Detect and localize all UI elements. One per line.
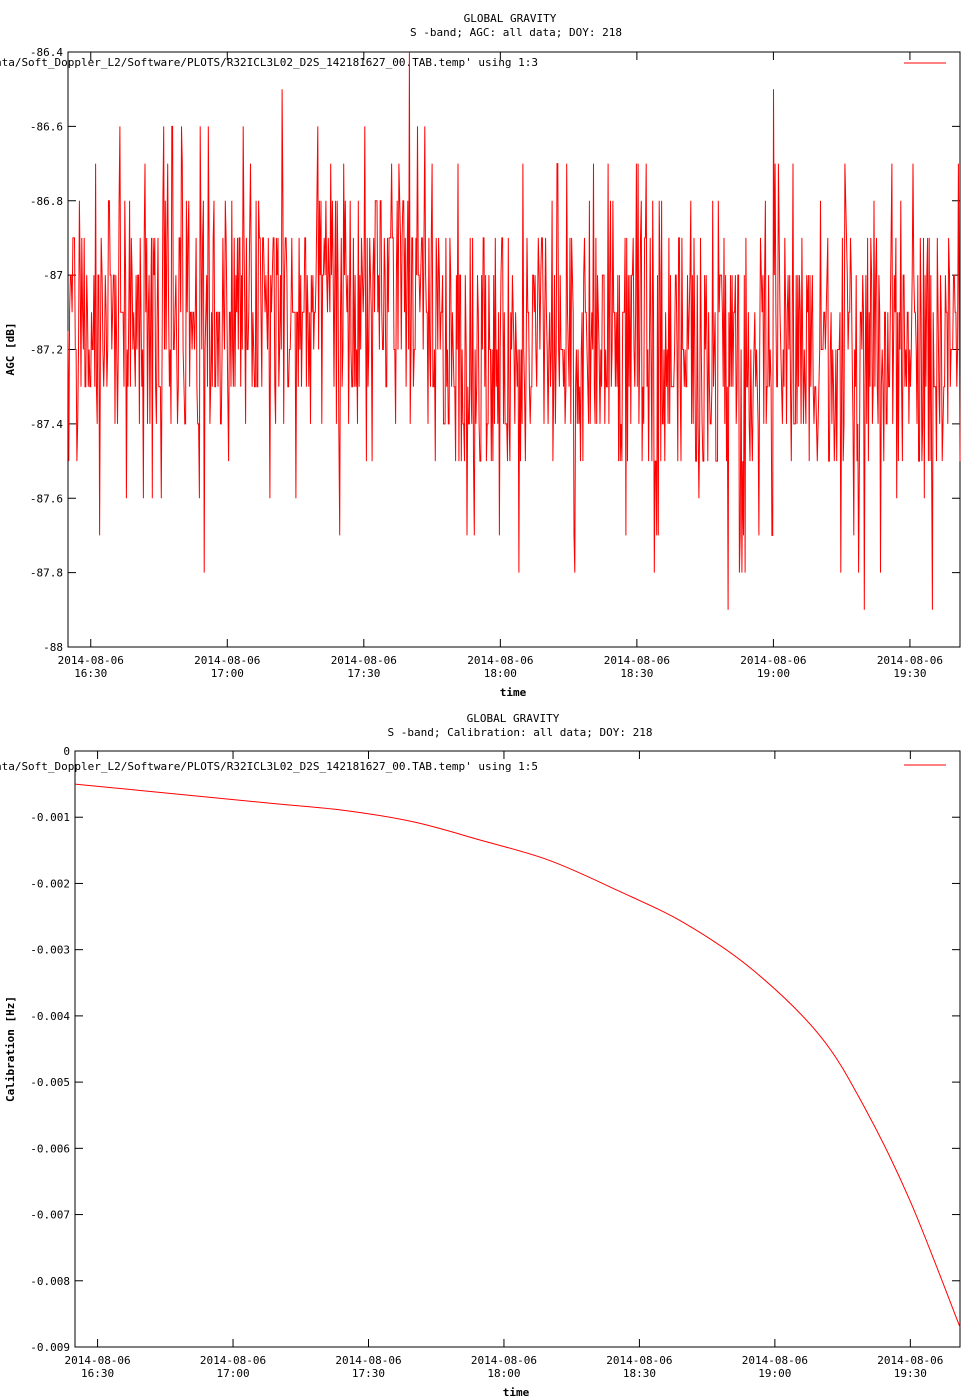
y-tick-label: -86.4	[30, 46, 63, 59]
y-tick-label: 0	[63, 745, 70, 758]
y-tick-label: -0.004	[30, 1010, 70, 1023]
chart-subtitle: S -band; AGC: all data; DOY: 218	[410, 26, 622, 39]
y-tick-label: -87.8	[30, 567, 63, 580]
legend-label: 'Z:/ddswork/process_data/Soft_Doppler_L2…	[0, 760, 538, 773]
legend-label: 'Z:/ddswork/process_data/Soft_Doppler_L2…	[0, 56, 538, 69]
x-tick-label-time: 17:00	[216, 1367, 249, 1380]
agc-line	[67, 51, 961, 610]
calibration-line	[74, 783, 961, 1328]
y-tick-label: -86.6	[30, 120, 63, 133]
y-axis-label: AGC [dB]	[4, 323, 17, 376]
y-tick-label: -87.6	[30, 492, 63, 505]
y-tick-label: -0.007	[30, 1209, 70, 1222]
plot-frame	[74, 750, 961, 1348]
y-tick-label: -0.009	[30, 1341, 70, 1354]
x-tick-label-time: 16:30	[74, 667, 107, 680]
y-tick-label: -0.008	[30, 1275, 70, 1288]
x-axis-ticks: 2014-08-0616:302014-08-0617:002014-08-06…	[64, 751, 943, 1380]
x-tick-label-date: 2014-08-06	[877, 654, 943, 667]
y-tick-label: -88	[43, 641, 63, 654]
x-tick-label-date: 2014-08-06	[742, 1354, 808, 1367]
x-axis-ticks: 2014-08-0616:302014-08-0617:002014-08-06…	[58, 52, 943, 680]
x-tick-label-date: 2014-08-06	[64, 1354, 130, 1367]
x-tick-label-time: 17:00	[211, 667, 244, 680]
x-tick-label-time: 19:00	[757, 667, 790, 680]
x-tick-label-date: 2014-08-06	[200, 1354, 266, 1367]
y-tick-label: -87.2	[30, 344, 63, 357]
agc-chart: GLOBAL GRAVITY S -band; AGC: all data; D…	[0, 12, 961, 699]
x-tick-label-time: 17:30	[347, 667, 380, 680]
y-tick-label: -87.4	[30, 418, 63, 431]
calibration-chart: GLOBAL GRAVITY S -band; Calibration: all…	[0, 712, 961, 1399]
series-agc	[67, 51, 961, 610]
y-axis-ticks: -86.4 -86.6 -86.8 -87 -87.2 -87.4 -87.6 -87.8 -8…	[30, 46, 960, 654]
x-tick-label-date: 2014-08-06	[194, 654, 260, 667]
y-axis-ticks: 0 -0.001 -0.002 -0.003 -0.004 -0.005 -0.006 -0.…	[30, 745, 960, 1354]
x-tick-label-time: 19:30	[894, 1367, 927, 1380]
x-tick-label-date: 2014-08-06	[604, 654, 670, 667]
x-tick-label-time: 17:30	[352, 1367, 385, 1380]
series-calibration	[74, 783, 961, 1328]
y-tick-label: -0.001	[30, 811, 70, 824]
chart-subtitle: S -band; Calibration: all data; DOY: 218	[388, 726, 653, 739]
x-tick-label-time: 18:00	[487, 1367, 520, 1380]
x-tick-label-date: 2014-08-06	[467, 654, 533, 667]
y-tick-label: -0.005	[30, 1076, 70, 1089]
x-tick-label-time: 18:30	[620, 667, 653, 680]
x-axis-label: time	[503, 1386, 530, 1399]
x-tick-label-time: 19:00	[758, 1367, 791, 1380]
chart-title: GLOBAL GRAVITY	[464, 12, 557, 25]
y-tick-label: -0.002	[30, 877, 70, 890]
x-tick-label-date: 2014-08-06	[58, 654, 124, 667]
y-tick-label: -0.006	[30, 1142, 70, 1155]
x-axis-label: time	[500, 686, 527, 699]
chart-title: GLOBAL GRAVITY	[467, 712, 560, 725]
x-tick-label-date: 2014-08-06	[331, 654, 397, 667]
x-tick-label-time: 16:30	[81, 1367, 114, 1380]
x-tick-label-date: 2014-08-06	[740, 654, 806, 667]
y-tick-label: -86.8	[30, 195, 63, 208]
y-tick-label: -87	[43, 269, 63, 282]
x-tick-label-time: 19:30	[893, 667, 926, 680]
x-tick-label-date: 2014-08-06	[877, 1354, 943, 1367]
y-axis-label: Calibration [Hz]	[4, 996, 17, 1102]
y-tick-label: -0.003	[30, 944, 70, 957]
x-tick-label-date: 2014-08-06	[335, 1354, 401, 1367]
x-tick-label-date: 2014-08-06	[606, 1354, 672, 1367]
x-tick-label-time: 18:00	[484, 667, 517, 680]
x-tick-label-time: 18:30	[623, 1367, 656, 1380]
x-tick-label-date: 2014-08-06	[471, 1354, 537, 1367]
